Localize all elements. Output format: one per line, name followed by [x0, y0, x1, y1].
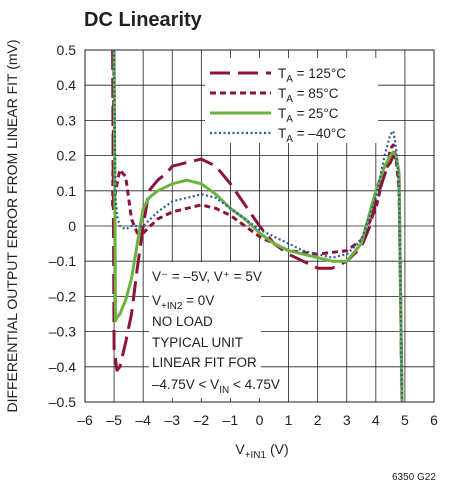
series-line-3 — [113, 49, 404, 403]
x-tick-label: 6 — [430, 412, 438, 428]
y-tick-label: 0.2 — [57, 148, 77, 164]
y-tick-label: –0.1 — [49, 253, 76, 269]
y-tick-label: –0.4 — [49, 359, 76, 375]
x-axis-label-main: V — [235, 441, 245, 457]
plot-frame — [84, 49, 435, 403]
x-tick-label: 5 — [401, 412, 409, 428]
annotation-line-unit: TYPICAL UNIT — [152, 335, 243, 350]
annotation-vin2-subscript: +IN2 — [161, 301, 183, 312]
x-tick-label: –4 — [135, 412, 151, 428]
x-tick-label: 0 — [256, 412, 264, 428]
annotation-line-supplies: V⁻ = –5V, V⁺ = 5V — [152, 269, 262, 284]
x-tick-label: –1 — [223, 412, 239, 428]
series-line-2 — [112, 49, 404, 403]
y-tick-label: –0.3 — [49, 324, 76, 340]
x-tick-label: –5 — [106, 412, 122, 428]
figure-id: 6350 G22 — [392, 472, 436, 483]
y-tick-label: 0.1 — [57, 183, 77, 199]
y-tick-label: 0.4 — [57, 77, 77, 93]
x-tick-label: –3 — [164, 412, 180, 428]
x-tick-label: 3 — [343, 412, 351, 428]
chart-title: DC Linearity — [84, 9, 203, 31]
y-tick-label: –0.5 — [49, 394, 76, 410]
annotation-line-range: –4.75V < VIN < 4.75V — [152, 377, 280, 396]
conditions-annotation: V⁻ = –5V, V⁺ = 5V V+IN2 = 0V NO LOAD TYP… — [152, 269, 280, 396]
legend-label-3: TA = –40°C — [278, 126, 346, 145]
annotation-range-rest: < 4.75V — [229, 377, 280, 392]
y-tick-label: 0.3 — [57, 112, 77, 128]
x-axis-label-unit: (V) — [266, 441, 289, 457]
annotation-line-vin2: V+IN2 = 0V — [152, 293, 214, 312]
annotation-vin2-main: V — [152, 293, 161, 308]
x-tick-label: 1 — [285, 412, 293, 428]
x-tick-label: 4 — [372, 412, 380, 428]
series-layer — [111, 49, 404, 403]
legend: TA = 125°CTA = 85°CTA = 25°CTA = –40°C — [210, 66, 346, 145]
annotation-vin2-rest: = 0V — [182, 293, 214, 308]
x-axis-label-subscript: +IN1 — [245, 450, 267, 461]
y-axis-label: DIFFERENTIAL OUTPUT ERROR FROM LINEAR FI… — [4, 39, 20, 412]
y-tick-label: 0 — [68, 218, 76, 234]
annotation-line-load: NO LOAD — [152, 314, 213, 329]
annotation-range-pre: –4.75V < V — [152, 377, 219, 392]
annotation-line-fit: LINEAR FIT FOR — [152, 355, 257, 370]
legend-label-0: TA = 125°C — [278, 66, 346, 85]
x-tick-label: 2 — [314, 412, 322, 428]
legend-label-1: TA = 85°C — [278, 86, 339, 105]
annotation-background — [149, 262, 261, 398]
x-tick-labels: –6 –5 –4 –3 –2 –1 0 1 2 3 4 5 6 — [77, 412, 438, 428]
y-tick-label: 0.5 — [57, 42, 77, 58]
x-axis-label: V+IN1 (V) — [235, 441, 288, 461]
y-tick-label: –0.2 — [49, 288, 76, 304]
legend-label-2: TA = 25°C — [278, 106, 339, 125]
legend-background — [205, 58, 378, 143]
annotation-range-subscript: IN — [219, 385, 229, 396]
x-tick-label: –2 — [194, 412, 210, 428]
x-tick-label: –6 — [77, 412, 93, 428]
y-tick-labels: 0.5 0.4 0.3 0.2 0.1 0 –0.1 –0.2 –0.3 –0.4 –0.5 — [49, 42, 76, 410]
